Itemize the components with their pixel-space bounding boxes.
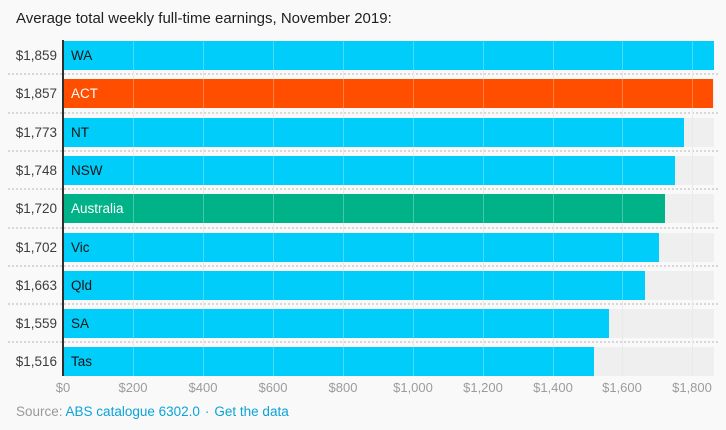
- gridline-overlay-1600: [622, 40, 623, 376]
- bar-nt: NT: [64, 118, 684, 147]
- bar-label-tas: Tas: [71, 354, 93, 369]
- x-tick-label-400: $400: [188, 380, 218, 395]
- gridline-overlay-600: [273, 40, 274, 376]
- bar-label-nt: NT: [71, 125, 89, 140]
- value-label-wa: $1,859: [15, 48, 57, 63]
- gridline-overlay-1200: [483, 40, 484, 376]
- row-separator: [8, 73, 718, 75]
- source-link-abs-catalogue[interactable]: ABS catalogue 6302.0: [65, 404, 200, 419]
- bar-sa: SA: [64, 309, 609, 338]
- bar-label-nsw: NSW: [71, 163, 103, 178]
- chart-title: Average total weekly full-time earnings,…: [16, 10, 392, 27]
- bar-label-vic: Vic: [71, 240, 90, 255]
- gridline-overlay-200: [133, 40, 134, 376]
- bar-wa: WA: [64, 41, 714, 70]
- gridline-overlay-400: [203, 40, 204, 376]
- x-tick-label-600: $600: [258, 380, 288, 395]
- value-label-nt: $1,773: [15, 125, 57, 140]
- x-tick-label-200: $200: [118, 380, 148, 395]
- gridline-overlay-800: [343, 40, 344, 376]
- bar-label-wa: WA: [71, 48, 93, 63]
- gridline-overlay-1400: [553, 40, 554, 376]
- bar-label-qld: Qld: [71, 278, 93, 293]
- value-label-act: $1,857: [15, 86, 57, 101]
- value-label-sa: $1,559: [15, 316, 57, 331]
- row-separator: [8, 265, 718, 267]
- value-label-qld: $1,663: [15, 278, 57, 293]
- value-label-tas: $1,516: [15, 354, 57, 369]
- row-separator: [8, 341, 718, 343]
- value-label-vic: $1,702: [15, 240, 57, 255]
- gridline-overlay-1000: [413, 40, 414, 376]
- bar-tas: Tas: [64, 347, 594, 376]
- bar-act: ACT: [64, 79, 713, 108]
- gridline-1800: [692, 40, 693, 376]
- x-tick-label-0: $0: [55, 380, 71, 395]
- bar-vic: Vic: [64, 233, 659, 262]
- source-line: Source: ABS catalogue 6302.0 · Get the dat…: [16, 403, 289, 421]
- x-axis-zero-line: [62, 40, 64, 376]
- source-prefix: Source:: [16, 404, 63, 419]
- source-separator: ·: [204, 404, 210, 419]
- x-tick-label-1200: $1,200: [463, 380, 503, 395]
- x-tick-label-800: $800: [328, 380, 358, 395]
- x-tick-label-1800: $1,800: [672, 380, 712, 395]
- row-separator: [8, 188, 718, 190]
- x-tick-label-1000: $1,000: [393, 380, 433, 395]
- bar-australia: Australia: [64, 194, 665, 223]
- source-link-get-the-data[interactable]: Get the data: [214, 404, 289, 419]
- row-separator: [8, 303, 718, 305]
- bar-qld: Qld: [64, 271, 645, 300]
- bar-label-act: ACT: [71, 86, 98, 101]
- bar-label-sa: SA: [71, 316, 90, 331]
- bar-nsw: NSW: [64, 156, 675, 185]
- gridline-overlay-1800: [692, 40, 693, 376]
- value-label-nsw: $1,748: [15, 163, 57, 178]
- x-tick-label-1600: $1,600: [602, 380, 642, 395]
- bar-label-australia: Australia: [71, 201, 124, 216]
- row-separator: [8, 150, 718, 152]
- value-label-australia: $1,720: [15, 201, 57, 216]
- x-tick-label-1400: $1,400: [533, 380, 573, 395]
- row-separator: [8, 227, 718, 229]
- row-separator: [8, 112, 718, 114]
